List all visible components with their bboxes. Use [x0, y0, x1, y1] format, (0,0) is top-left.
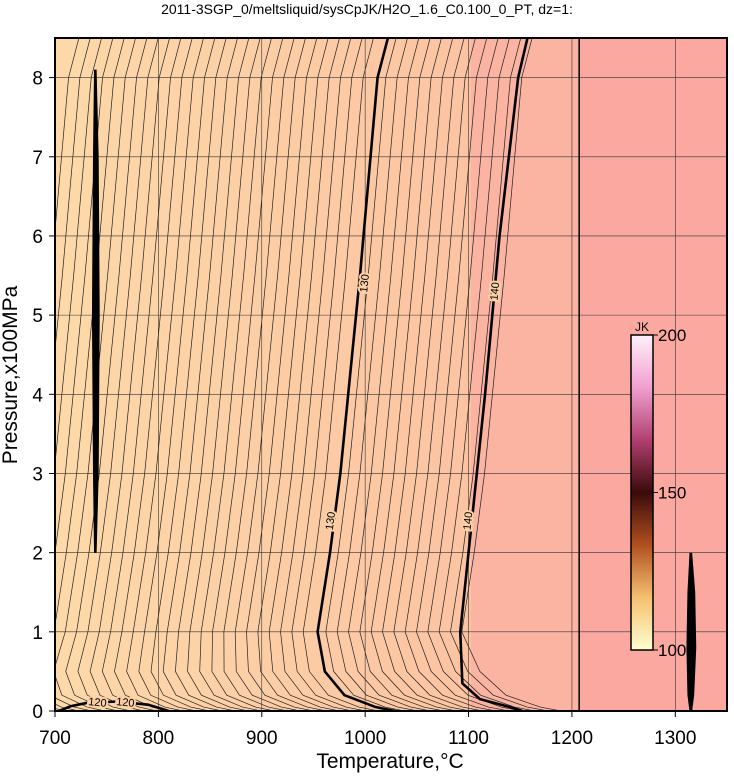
thin-contour [55, 38, 102, 711]
thin-contour [199, 38, 272, 711]
colorbar-label: JK [635, 320, 649, 334]
thin-contour [211, 38, 284, 711]
contour-label: 120 [116, 696, 135, 710]
colorbar-tick-label: 200 [658, 326, 686, 345]
x-axis-label: Temperature,°C [316, 750, 463, 773]
thin-contour [348, 38, 431, 711]
thin-contour [114, 38, 193, 711]
chart-title: 2011-3SGP_0/meltsliquid/sysCpJK/H2O_1.6_… [161, 1, 573, 17]
y-tick-label: 4 [32, 385, 43, 406]
contour-line [686, 552, 697, 711]
thin-contour [450, 38, 549, 711]
x-tick-label: 1200 [551, 728, 593, 749]
y-tick-label: 6 [32, 227, 43, 248]
contour-line [91, 69, 100, 553]
x-tick-label: 700 [39, 728, 71, 749]
thin-contour [246, 38, 318, 711]
contour-line [458, 38, 529, 711]
thin-contour [126, 38, 204, 711]
y-tick-label: 8 [32, 69, 43, 90]
x-tick-label: 1000 [344, 728, 386, 749]
thin-contour [55, 38, 136, 711]
contour-line [58, 700, 170, 711]
thin-contour [187, 38, 261, 711]
contour-label: 120 [88, 696, 107, 710]
color-field [55, 38, 727, 711]
plot-frame [54, 37, 728, 712]
thin-contour [302, 38, 379, 711]
thin-contour [291, 38, 366, 711]
thin-contour [325, 38, 405, 711]
y-tick-label: 3 [32, 464, 43, 485]
thin-contour [55, 38, 80, 235]
thin-contour [174, 38, 250, 711]
y-tick-label: 7 [32, 148, 43, 169]
thin-contour [359, 38, 444, 711]
thin-contour [138, 38, 216, 711]
thin-contour [257, 38, 329, 711]
x-tick-label: 900 [246, 728, 278, 749]
colorbar-tick-label: 100 [658, 641, 686, 660]
contour-label: 130 [324, 511, 338, 531]
contour-line [316, 38, 396, 711]
contour-label: 140 [462, 511, 476, 531]
thin-contour [416, 38, 509, 711]
colorbar-tick-label: 150 [658, 484, 686, 503]
thin-contour [461, 38, 562, 711]
thin-contour [336, 38, 418, 711]
thin-contour [150, 38, 227, 711]
thin-contour [223, 38, 295, 711]
y-tick-label: 1 [32, 623, 43, 644]
thin-contour [55, 38, 91, 353]
thin-contour [438, 38, 535, 711]
plot-area: 130 130 140 140 120 120 [55, 38, 727, 711]
y-tick-label: 0 [32, 702, 43, 723]
thin-contour [393, 38, 483, 711]
y-tick-label: 2 [32, 544, 43, 565]
x-tick-label: 1100 [448, 728, 489, 749]
y-tick-label: 5 [32, 306, 43, 327]
contour-label: 140 [489, 282, 503, 301]
colorbar [630, 334, 654, 651]
x-tick-label: 800 [143, 728, 175, 749]
thin-contour [234, 38, 306, 711]
x-tick-label: 1300 [654, 728, 696, 749]
contour-label: 130 [358, 274, 372, 293]
thin-contour [65, 38, 148, 711]
thin-contour [404, 38, 496, 711]
thin-contour [280, 38, 353, 711]
thin-contour [162, 38, 238, 711]
thin-contour [382, 38, 470, 711]
y-axis-label: Pressure,x100MPa [0, 285, 22, 464]
thin-contour [55, 38, 125, 711]
thin-contour [370, 38, 457, 711]
thin-contour [268, 38, 340, 711]
